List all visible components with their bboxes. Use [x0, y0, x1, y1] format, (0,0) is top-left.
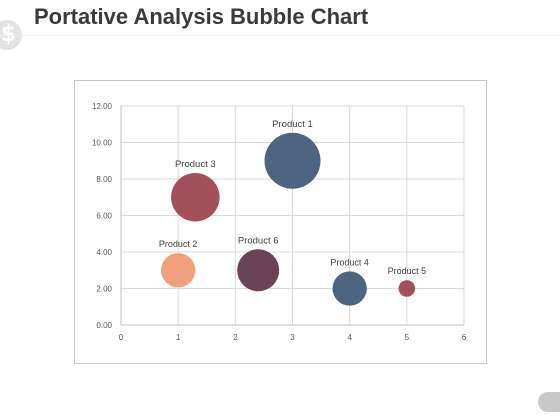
- page-title: Portative Analysis Bubble Chart: [34, 4, 369, 29]
- y-tick-label: 12.00: [92, 102, 113, 111]
- y-tick-label: 2.00: [96, 285, 112, 294]
- x-tick-label: 1: [176, 333, 181, 342]
- bubble-point: [237, 249, 280, 292]
- x-tick-label: 0: [119, 333, 124, 342]
- bubble-point: [264, 132, 321, 189]
- bubble-label: Product 1: [272, 119, 313, 130]
- bubble-label: Product 4: [330, 257, 369, 267]
- bubble-point: [332, 271, 367, 306]
- slide-corner-decoration: [538, 392, 560, 412]
- bubble-label: Product 5: [388, 266, 427, 276]
- y-tick-label: 10.00: [92, 139, 113, 148]
- axes: [120, 106, 464, 326]
- y-tick-label: 0.00: [96, 321, 112, 330]
- x-tick-label: 6: [462, 333, 467, 342]
- y-tick-label: 4.00: [96, 248, 112, 257]
- title-divider: [0, 35, 560, 36]
- tick-labels: 0.00 2.00 4.00 6.00 8.00 10.00 12.00 0 1 2 3 4 5 6: [92, 102, 467, 342]
- bubble-point: [398, 280, 416, 297]
- x-tick-label: 2: [233, 333, 238, 342]
- bubble-label: Product 3: [175, 159, 216, 170]
- y-tick-label: 6.00: [96, 212, 112, 221]
- chart-frame: [74, 80, 487, 364]
- bubble-point: [171, 173, 220, 222]
- bubble-label: Product 2: [159, 239, 198, 249]
- x-tick-label: 3: [290, 333, 295, 342]
- bubble-label: Product 6: [238, 235, 279, 246]
- bubble-point: [161, 253, 196, 288]
- x-tick-label: 4: [347, 333, 352, 342]
- y-tick-label: 8.00: [96, 175, 112, 184]
- x-tick-label: 5: [405, 333, 410, 342]
- bubbles: [161, 132, 416, 306]
- data-labels: Product 1 Product 2 Product 3 Product 4 Prod…: [159, 119, 426, 276]
